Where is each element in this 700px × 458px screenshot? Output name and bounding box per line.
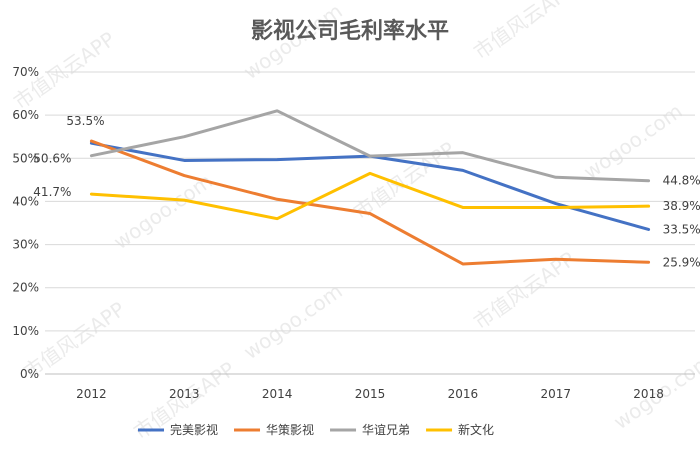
y-tick-label: 40% <box>12 194 39 208</box>
x-tick-label: 2013 <box>169 387 200 401</box>
y-tick-label: 50% <box>12 151 39 165</box>
x-tick-label: 2012 <box>76 387 107 401</box>
y-tick-label: 30% <box>12 238 39 252</box>
y-axis-ticks: 0% 10% 20% 30% 40% 50% 60% 70% <box>12 65 39 381</box>
series-lines <box>89 109 651 266</box>
series-line-2 <box>89 139 651 266</box>
watermark-text: 市值风云APP <box>469 0 579 64</box>
x-tick-label: 2018 <box>633 387 664 401</box>
data-label: 33.5% <box>663 222 700 236</box>
legend-label: 华谊兄弟 <box>362 422 410 437</box>
x-tick-label: 2014 <box>262 387 293 401</box>
legend-label: 华策影视 <box>266 422 314 437</box>
legend: 完美影视 华策影视 华谊兄弟 新文化 <box>138 422 494 437</box>
series-line-4 <box>89 171 651 221</box>
x-tick-label: 2017 <box>540 387 571 401</box>
watermark-text: wogoo.com <box>579 99 687 184</box>
data-label: 25.9% <box>663 255 700 269</box>
data-label: 44.8% <box>663 174 700 188</box>
x-axis-ticks: 2012 2013 2014 2015 2016 2017 2018 <box>76 387 664 401</box>
data-label: 50.6% <box>33 152 71 166</box>
chart-title: 影视公司毛利率水平 <box>251 18 449 44</box>
y-tick-label: 70% <box>12 65 39 79</box>
legend-label: 新文化 <box>458 422 494 437</box>
gridlines <box>45 71 695 375</box>
data-label: 38.9% <box>663 199 700 213</box>
y-tick-label: 0% <box>20 367 39 381</box>
x-tick-label: 2016 <box>448 387 479 401</box>
y-tick-label: 20% <box>12 281 39 295</box>
legend-label: 完美影视 <box>170 422 218 437</box>
series-line-3 <box>89 109 651 183</box>
x-tick-label: 2015 <box>355 387 386 401</box>
watermark-text: wogoo.com <box>239 279 347 364</box>
data-labels: 53.5% 50.6% 41.7% 44.8% 38.9% 33.5% 25.9% <box>33 114 700 269</box>
data-label: 53.5% <box>66 114 104 128</box>
watermark-text: wogoo.com <box>109 169 217 254</box>
watermark-text: 市值风云APP <box>349 137 459 224</box>
y-tick-label: 60% <box>12 108 39 122</box>
data-label: 41.7% <box>33 185 71 199</box>
y-tick-label: 10% <box>12 324 39 338</box>
